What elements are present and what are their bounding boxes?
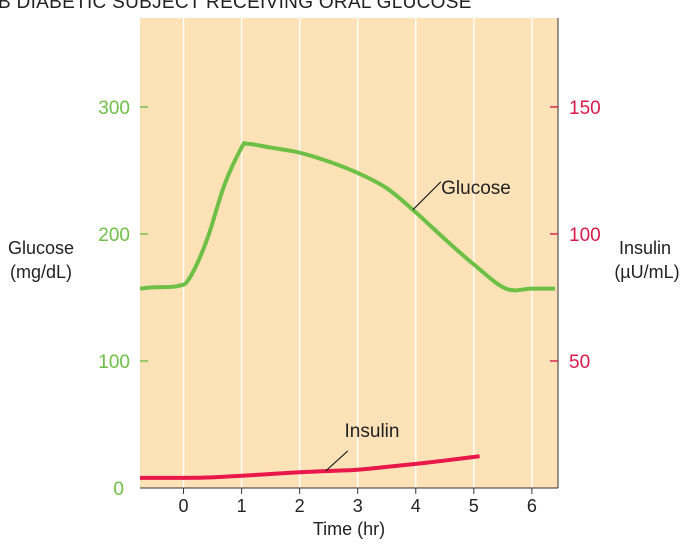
- right-axis-label-line1: Insulin: [619, 238, 671, 258]
- right-axis-label-line2: (µU/mL): [614, 262, 679, 282]
- annotation-leader-glucose: [412, 181, 442, 211]
- plot-background: [140, 18, 558, 488]
- x-tick-label-4: 4: [411, 496, 421, 516]
- tick-layer: 0 1 2 3 4 5 6 0 100 200 300 50 100 150: [98, 98, 600, 516]
- right-tick-label-150: 150: [569, 98, 601, 119]
- x-axis-label: Time (hr): [313, 519, 385, 539]
- annotation-label-insulin: Insulin: [345, 421, 400, 442]
- x-tick-label-0: 0: [179, 496, 189, 516]
- left-tick-label-100: 100: [98, 352, 130, 373]
- annotation-label-glucose: Glucose: [441, 178, 511, 199]
- chart-title: B DIABETIC SUBJECT RECEIVING ORAL GLUCOS…: [0, 0, 472, 13]
- x-tick-label-5: 5: [469, 496, 479, 516]
- x-tick-label-6: 6: [527, 496, 537, 516]
- left-axis-label-line2: (mg/dL): [10, 262, 72, 282]
- annotation-leader-insulin: [325, 450, 349, 472]
- right-tick-label-100: 100: [569, 225, 601, 246]
- x-tick-label-3: 3: [353, 496, 363, 516]
- series-layer: [139, 141, 556, 480]
- series-line-insulin: [139, 454, 480, 480]
- left-tick-label-300: 300: [98, 98, 130, 119]
- grid-lines: [182, 18, 533, 488]
- x-tick-label-2: 2: [295, 496, 305, 516]
- left-tick-label-200: 200: [98, 225, 130, 246]
- series-line-glucose: [139, 141, 556, 293]
- annotation-layer: Glucose Insulin: [325, 178, 511, 472]
- x-tick-label-1: 1: [237, 496, 247, 516]
- left-tick-label-0: 0: [113, 479, 124, 500]
- right-tick-label-50: 50: [569, 352, 590, 373]
- left-axis-label-line1: Glucose: [8, 238, 74, 258]
